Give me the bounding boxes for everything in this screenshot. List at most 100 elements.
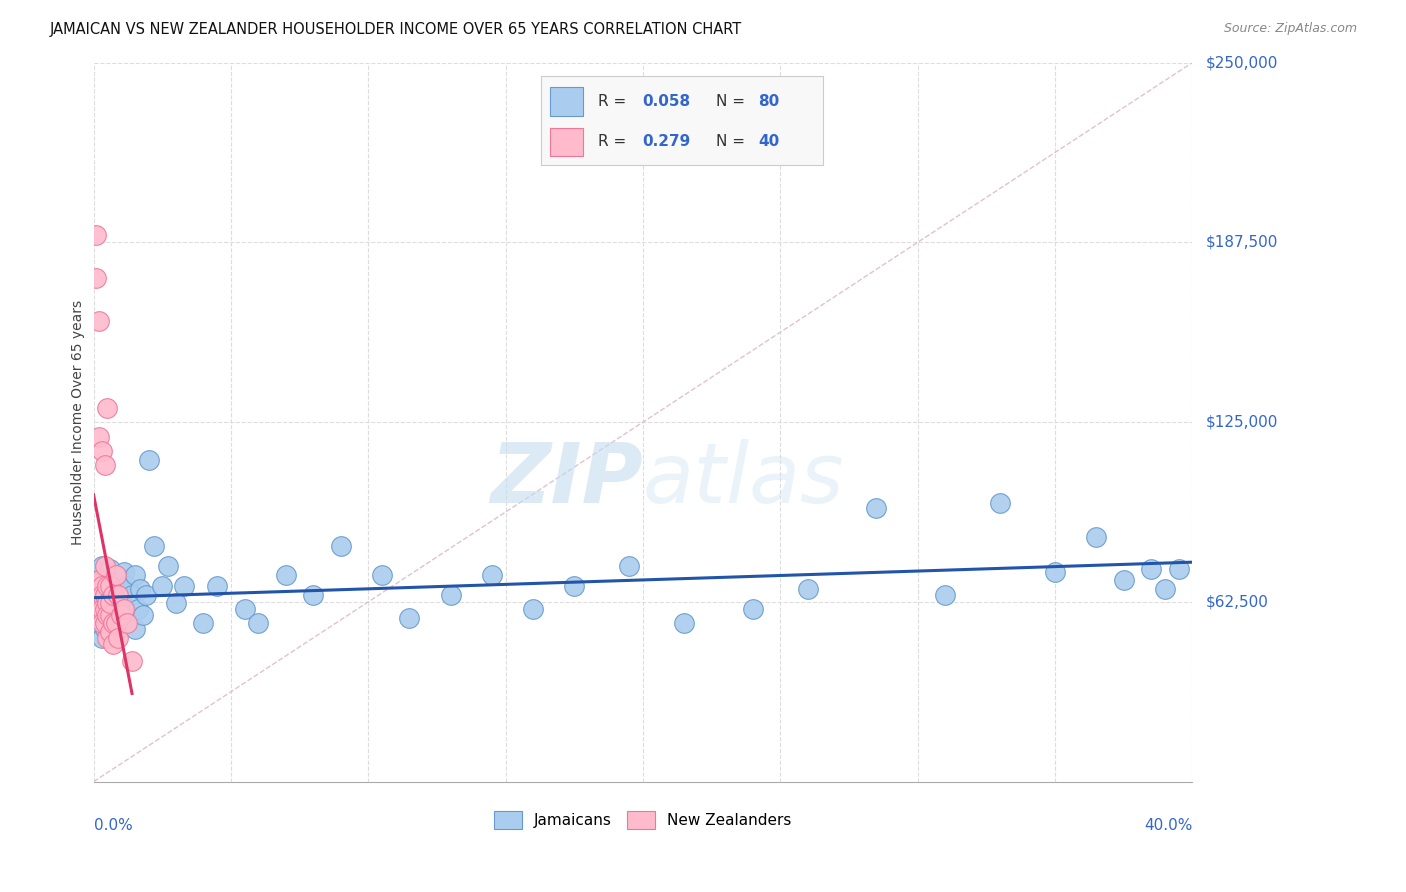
Point (150, 579, 173, 593)
Point (522, 602, 544, 616)
Point (96, 616, 118, 631)
Point (90, 444, 112, 458)
Point (93, 607, 115, 622)
Point (96, 579, 118, 593)
Point (617, 558, 640, 573)
Point (247, 616, 270, 631)
Point (107, 631, 129, 645)
Point (1085, 530, 1108, 544)
Point (101, 637, 124, 651)
Point (90, 579, 112, 593)
Point (274, 567, 297, 582)
Legend: Jamaicans, New Zealanders: Jamaicans, New Zealanders (488, 805, 797, 835)
Point (796, 582, 818, 596)
Point (87, 314, 110, 328)
Point (124, 567, 146, 582)
Point (302, 588, 325, 602)
Text: atlas: atlas (643, 439, 845, 520)
Point (86, 579, 108, 593)
Point (96, 401, 118, 415)
Point (86, 582, 108, 596)
Point (93, 591, 115, 605)
Y-axis label: Householder Income Over 65 years: Householder Income Over 65 years (72, 300, 86, 545)
Point (93, 588, 115, 602)
Text: 0.279: 0.279 (643, 135, 690, 149)
Point (87, 607, 110, 622)
Point (101, 614, 124, 628)
Point (173, 579, 195, 593)
Point (1043, 565, 1066, 579)
Text: 80: 80 (758, 95, 779, 109)
Point (93, 458, 115, 473)
Point (107, 570, 129, 584)
Point (86, 596, 108, 610)
Point (86, 271, 108, 285)
Text: N =: N = (716, 135, 749, 149)
Text: 40: 40 (758, 135, 779, 149)
Point (87, 616, 110, 631)
Point (124, 622, 146, 636)
Point (104, 625, 127, 640)
Point (865, 501, 887, 516)
Point (96, 588, 118, 602)
FancyBboxPatch shape (550, 128, 583, 156)
Point (98, 625, 121, 640)
Point (988, 496, 1011, 510)
Point (96, 607, 118, 622)
Point (93, 570, 115, 584)
Text: $250,000: $250,000 (1206, 55, 1278, 70)
Point (101, 616, 124, 631)
Point (90, 574, 112, 588)
Point (98, 599, 121, 614)
Point (121, 588, 143, 602)
Point (101, 574, 124, 588)
Text: ZIP: ZIP (491, 439, 643, 520)
Point (90, 607, 112, 622)
Point (115, 616, 138, 631)
Point (87, 588, 110, 602)
Text: Source: ZipAtlas.com: Source: ZipAtlas.com (1223, 22, 1357, 36)
Point (110, 582, 132, 596)
Point (90, 616, 112, 631)
Point (118, 607, 141, 622)
Point (90, 558, 112, 573)
Point (371, 567, 394, 582)
Point (90, 596, 112, 610)
Point (101, 607, 124, 622)
Point (1153, 582, 1175, 596)
Point (86, 602, 108, 616)
Point (104, 567, 127, 582)
Point (673, 616, 696, 631)
Point (1112, 574, 1135, 588)
Point (112, 599, 135, 614)
Point (86, 567, 108, 582)
Point (104, 616, 127, 631)
Text: 0.0%: 0.0% (94, 818, 132, 832)
Point (98, 607, 121, 622)
Point (129, 582, 152, 596)
Point (193, 616, 215, 631)
Point (101, 588, 124, 602)
Text: N =: N = (716, 95, 749, 109)
Text: JAMAICAN VS NEW ZEALANDER HOUSEHOLDER INCOME OVER 65 YEARS CORRELATION CHART: JAMAICAN VS NEW ZEALANDER HOUSEHOLDER IN… (49, 22, 741, 37)
Point (87, 588, 110, 602)
Point (121, 654, 143, 668)
Point (87, 574, 110, 588)
Text: R =: R = (598, 95, 631, 109)
Point (156, 558, 179, 573)
Point (398, 611, 420, 625)
Point (481, 567, 503, 582)
Point (96, 596, 118, 610)
Point (115, 579, 138, 593)
Point (96, 574, 118, 588)
Point (90, 631, 112, 645)
Text: $125,000: $125,000 (1206, 415, 1278, 430)
Point (93, 584, 115, 599)
Point (90, 588, 112, 602)
Point (329, 539, 352, 553)
Point (112, 565, 135, 579)
Point (86, 228, 108, 243)
Point (1140, 562, 1163, 576)
Point (98, 562, 121, 576)
Point (233, 602, 256, 616)
